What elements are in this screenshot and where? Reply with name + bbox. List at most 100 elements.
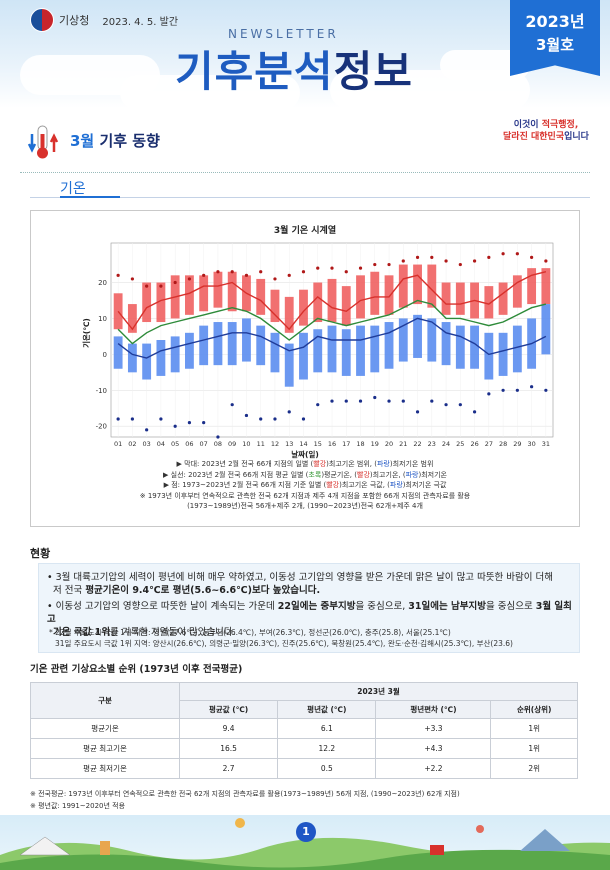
record-max-dot <box>472 259 477 263</box>
badge-month: 3월호 <box>535 36 575 54</box>
legend-text: ▶ 점: 1973~2023년 2월 전국 66개 지점 기준 일별 ( <box>163 481 327 489</box>
min-temp-bar <box>484 332 494 380</box>
table-footnote-2: ※ 평년값: 1991~2020년 적용 <box>30 802 126 810</box>
record-min-dot <box>544 388 548 392</box>
x-tick-label: 12 <box>271 440 279 448</box>
record-min-dot <box>287 410 291 414</box>
min-temp-bar <box>299 332 308 380</box>
slogan-text: 입니다 <box>564 132 589 142</box>
record-max-dot <box>130 277 134 281</box>
col-header: 평균값 (℃) <box>178 700 279 719</box>
record-max-dot <box>344 270 348 274</box>
x-tick-label: 14 <box>299 440 307 448</box>
max-temp-line <box>117 271 547 331</box>
x-tick-label: 17 <box>342 440 350 448</box>
min-temp-bar <box>413 314 422 358</box>
max-temp-bar <box>142 282 152 323</box>
record-max-dot <box>287 273 291 277</box>
record-max-dot <box>216 270 220 274</box>
record-min-dot <box>230 403 234 407</box>
x-tick-label: 03 <box>143 440 151 448</box>
legend-text: ▶ 막대: 2023년 2월 전국 66개 지점의 일별 ( <box>176 460 314 468</box>
col-header: 순위(상위) <box>490 700 578 719</box>
chart-footnote: ※ 1973년 이후부터 연속적으로 관측한 전국 62개 지점과 제주 4개 … <box>139 491 471 500</box>
record-min-dot <box>358 399 363 403</box>
record-min-dot <box>330 399 334 403</box>
page-title: 기후분석정보 <box>175 38 413 99</box>
min-temp-bar <box>398 318 408 362</box>
x-tick-label: 22 <box>413 440 421 448</box>
x-axis-label: 날짜(일) <box>291 449 319 459</box>
x-tick-label: 15 <box>314 440 322 448</box>
x-tick-label: 21 <box>399 440 407 448</box>
record-max-dot <box>273 277 277 281</box>
newsletter-header: 기상청 2023. 4. 5. 발간 NEWSLETTER 기후분석정보 <box>0 0 610 108</box>
max-temp-bar <box>455 282 465 315</box>
record-min-dot <box>301 417 306 421</box>
slogan-text-red: 적극행정, <box>541 120 579 130</box>
table-cell: +2.2 <box>375 758 492 779</box>
record-max-dot <box>173 280 177 285</box>
chart-legend-notes: ▶ 막대: 2023년 2월 전국 66개 지점의 일별 (빨강)최고기온 범위… <box>31 459 579 512</box>
record-max-dot <box>316 266 320 270</box>
section-title-text: 기후 동향 <box>94 132 160 150</box>
title-part-2: 정보 <box>333 47 413 96</box>
record-max-dot <box>487 255 491 259</box>
max-temp-bar <box>484 286 494 319</box>
legend-note: ▶ 점: 1973~2023년 2월 전국 66개 지점 기준 일별 (빨강)최… <box>31 480 579 491</box>
max-temp-bar <box>441 282 451 315</box>
max-temp-bar <box>413 264 422 305</box>
min-temp-line <box>117 317 547 359</box>
slogan-text-red: 달라진 <box>503 132 531 142</box>
record-max-dot <box>187 277 192 281</box>
record-max-dot <box>244 273 249 277</box>
table-cell: 9.4 <box>178 718 279 739</box>
max-temp-bar <box>127 304 137 333</box>
issue-date: 2023. 4. 5. 발간 <box>102 16 179 28</box>
min-temp-bar <box>213 322 223 366</box>
x-tick-label: 28 <box>499 440 507 448</box>
record-min-dot <box>501 388 505 392</box>
x-tick-label: 24 <box>442 440 450 448</box>
situation-paragraph-1: • 3월 대륙고기압의 세력이 평년에 비해 매우 약하였고, 이동성 고기압의… <box>47 571 575 597</box>
agency-name: 기상청 <box>59 14 90 27</box>
subsection-underline <box>30 196 590 198</box>
page-number: 1 <box>296 822 316 842</box>
col-group-header: 구분 <box>30 682 180 719</box>
record-max-dot <box>230 270 234 274</box>
x-tick-label: 20 <box>385 440 393 448</box>
max-temp-bar <box>256 278 266 315</box>
badge-year: 2023년 <box>525 12 585 31</box>
x-tick-label: 31 <box>542 440 550 448</box>
situation-note-1: * 22일 주요도시 극값 1위 지역: 영월(27.6℃), 동두천(26.4… <box>49 628 451 637</box>
record-max-dot <box>259 270 263 274</box>
chart-title: 3월 기온 시계열 <box>274 224 336 236</box>
max-temp-bar <box>284 296 294 333</box>
y-tick-label: 0 <box>103 351 107 359</box>
paragraph-text: 을 중심으로, <box>355 601 409 612</box>
record-max-dot <box>358 266 363 270</box>
paragraph-bold: 기온 극값 1위 <box>53 627 110 638</box>
table-cell: 2위 <box>490 758 578 779</box>
thermometer-icon <box>27 125 59 159</box>
record-min-dot <box>344 399 348 403</box>
record-min-dot <box>387 399 391 403</box>
record-min-dot <box>116 417 120 421</box>
table-cell: 12.2 <box>277 738 377 759</box>
row-label: 평균 최저기온 <box>30 758 180 779</box>
record-max-dot <box>515 252 519 256</box>
legend-color-word: 빨강 <box>357 470 370 479</box>
record-min-dot <box>487 392 491 396</box>
table-cell: +4.3 <box>375 738 492 759</box>
max-temp-bar <box>498 282 508 315</box>
legend-color-word: 초록 <box>308 470 322 479</box>
record-max-dot <box>401 259 405 263</box>
min-temp-bar <box>541 304 551 355</box>
record-max-dot <box>301 270 306 274</box>
max-temp-bar <box>384 275 394 315</box>
record-min-dot <box>273 417 277 421</box>
y-axis-label: 기온(℃) <box>81 318 91 348</box>
row-label: 평균기온 <box>30 718 180 739</box>
min-temp-bar <box>227 322 237 366</box>
legend-color-word: 빨강 <box>326 481 340 489</box>
